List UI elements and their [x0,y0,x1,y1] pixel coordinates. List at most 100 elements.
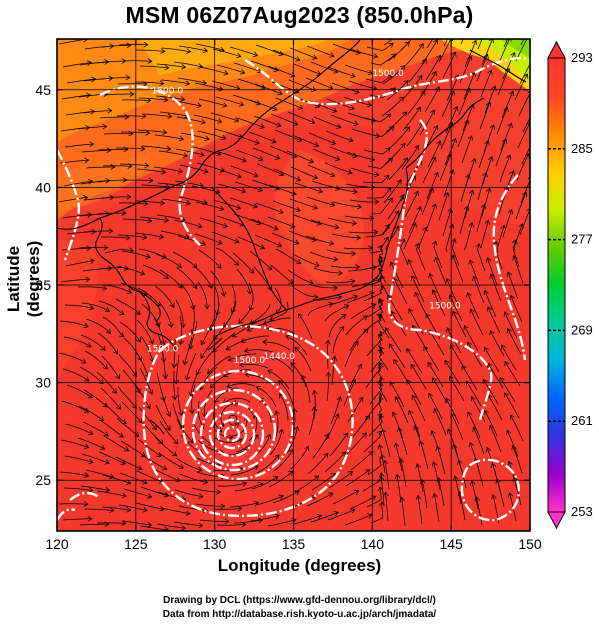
streamline [410,364,427,390]
streamline-arrowhead [290,223,296,229]
streamline-arrowhead [468,259,474,265]
streamline-arrowhead [389,381,395,387]
streamline [500,123,512,151]
streamline-arrowhead [102,402,108,408]
streamline [438,477,445,507]
streamline-arrowhead [146,493,153,499]
contour-label: 1500.0 [147,344,179,354]
streamline [451,413,464,441]
streamline-arrowhead [487,362,493,369]
streamline-arrowhead [466,55,473,62]
streamline-arrowhead [87,211,93,218]
streamline-arrowhead [87,60,93,66]
streamline [122,60,152,62]
streamline-arrowhead [451,254,457,260]
streamline-arrowhead [374,199,380,205]
streamline-arrowhead [294,490,300,496]
streamline [217,482,247,487]
streamline [421,479,428,509]
streamline-arrowhead [192,263,198,269]
streamline [123,488,152,498]
streamline-arrowhead [84,443,90,449]
x-tick-label: 140 [361,536,385,552]
streamline-arrowhead [509,414,515,420]
streamline [175,148,205,156]
streamline [477,243,486,272]
streamline-arrowhead [507,460,513,466]
streamline-arrowhead [125,74,131,81]
streamline-arrowhead [267,265,273,271]
streamline-arrowhead [453,475,459,481]
streamline-arrowhead [480,203,487,209]
streamline [179,473,208,483]
streamline [487,394,503,421]
streamline [446,278,459,306]
streamline [428,393,443,420]
streamline [367,454,383,476]
streamline-arrowhead [308,158,315,164]
streamline-arrowhead [383,236,389,242]
streamline [139,367,153,395]
streamline-arrowhead [109,507,115,514]
streamline [289,47,317,59]
streamline [425,203,437,232]
streamline-arrowhead [350,278,356,285]
streamline [101,44,131,48]
streamline [267,369,290,390]
streamline-arrowhead [309,118,316,125]
streamline-arrowhead [464,119,470,125]
streamline [403,222,417,250]
streamline [370,53,397,66]
streamline-arrowhead [178,135,185,142]
streamline [175,299,184,328]
streamline-arrowhead [185,510,191,516]
streamline [135,351,150,378]
streamline-arrowhead [135,309,141,315]
streamline-arrowhead [408,308,414,314]
streamline-arrowhead [142,479,148,485]
streamline [489,330,505,357]
streamline [244,349,274,353]
streamline [134,383,151,409]
streamline-arrowhead [126,193,132,200]
streamline [210,270,225,297]
streamline [489,425,502,453]
streamline-arrowhead [467,411,473,417]
streamline [213,167,242,178]
streamline-arrowhead [222,222,229,229]
streamline-arrowhead [273,476,279,481]
streamline-arrowhead [507,492,514,498]
streamline [249,303,271,325]
streamline-arrowhead [140,451,146,457]
streamline-arrowhead [399,96,405,102]
streamline [378,393,383,419]
streamline-arrowhead [395,396,401,402]
streamline [61,247,91,251]
streamline-arrowhead [399,194,405,200]
streamline [81,302,110,312]
streamline [249,99,278,111]
streamline-arrowhead [241,521,247,528]
streamline [310,511,339,523]
streamline [496,225,505,254]
streamline [460,174,470,203]
streamline [117,385,137,409]
streamline [383,39,394,46]
streamline-arrowhead [274,185,280,191]
streamline-arrowhead [483,346,489,352]
streamline [77,437,105,450]
streamline-arrowhead [484,140,490,146]
streamline-arrowhead [173,379,180,385]
streamline [496,107,508,135]
streamline [426,172,439,200]
streamline-arrowhead [256,219,262,226]
streamline-arrowhead [200,119,206,125]
streamline [189,320,198,350]
streamline [191,304,195,334]
streamline [392,411,404,440]
streamline-arrowhead [291,407,298,414]
streamline-arrowhead [85,276,91,283]
streamline-arrowhead [132,371,137,378]
streamline-arrowhead [383,491,389,497]
streamline-arrowhead [162,129,168,135]
